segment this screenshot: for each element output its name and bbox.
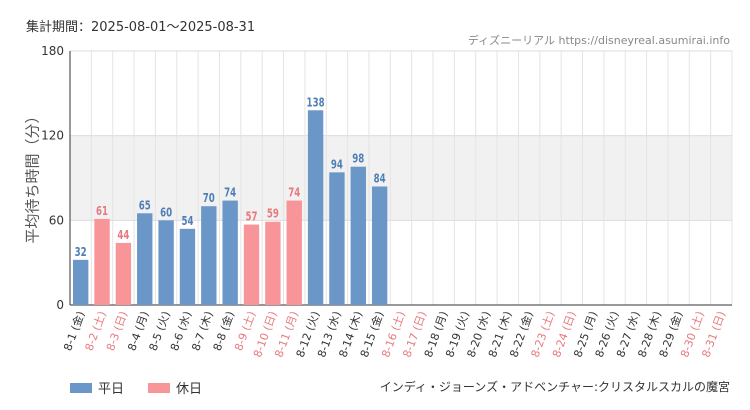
- bar: [201, 206, 217, 305]
- legend-label-weekday: 平日: [98, 382, 125, 397]
- y-tick-label: 0: [56, 298, 64, 312]
- collection-period: 集計期間：2025-08-01〜2025-08-31: [26, 20, 256, 35]
- bar-value-label: 74: [288, 186, 300, 200]
- legend-label-holiday: 休日: [176, 382, 203, 397]
- bar-value-label: 54: [181, 214, 193, 228]
- y-tick-label: 60: [49, 213, 64, 227]
- y-band: [70, 135, 732, 221]
- bar-value-label: 138: [307, 95, 325, 109]
- bar-value-label: 84: [374, 171, 386, 185]
- bar-value-label: 59: [267, 207, 279, 221]
- site-credit: ディズニーリアル https://disneyreal.asumirai.inf…: [467, 34, 730, 47]
- bar: [350, 166, 366, 305]
- bar-value-label: 70: [203, 191, 215, 205]
- y-tick-label: 180: [41, 44, 64, 58]
- legend: 平日 休日: [70, 378, 202, 397]
- bar-value-label: 61: [96, 204, 108, 218]
- bar: [115, 242, 132, 305]
- bar: [243, 224, 260, 305]
- bar: [179, 228, 196, 305]
- bar: [286, 200, 302, 305]
- legend-swatch-weekday: [70, 382, 92, 393]
- bar-value-label: 60: [160, 205, 172, 219]
- legend-item-holiday: 休日: [148, 378, 202, 397]
- bar-value-label: 94: [331, 157, 343, 171]
- bar: [265, 221, 281, 305]
- bar-value-label: 32: [75, 245, 87, 259]
- bar-value-label: 57: [246, 210, 258, 224]
- bar: [371, 186, 388, 305]
- bar: [137, 213, 153, 305]
- bar: [329, 172, 345, 305]
- y-tick-label: 120: [41, 129, 64, 143]
- bar-value-label: 65: [139, 198, 151, 212]
- attraction-name: インディ・ジョーンズ・アドベンチャー:クリスタルスカルの魔宮: [379, 380, 730, 394]
- bar-value-label: 44: [117, 228, 129, 242]
- bar: [222, 200, 238, 305]
- legend-swatch-holiday: [148, 382, 171, 393]
- bar: [307, 110, 324, 306]
- bar: [72, 259, 89, 305]
- bar: [158, 220, 174, 305]
- bar-value-label: 98: [352, 152, 364, 166]
- bar-value-label: 74: [224, 186, 236, 200]
- legend-item-weekday: 平日: [70, 378, 124, 397]
- bar: [94, 218, 110, 305]
